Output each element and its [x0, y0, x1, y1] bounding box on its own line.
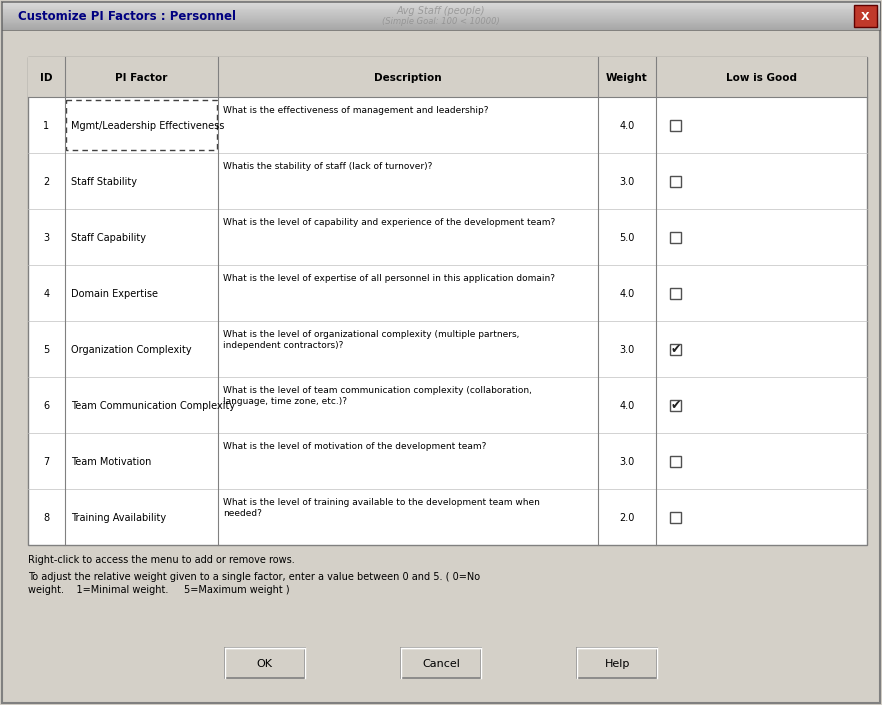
Text: Mgmt/Leadership Effectiveness: Mgmt/Leadership Effectiveness	[71, 121, 224, 131]
Bar	[2, 19, 880, 20]
Text: X: X	[861, 12, 870, 22]
Bar	[2, 20, 880, 22]
Bar	[2, 11, 880, 12]
Bar	[2, 4, 880, 5]
Text: 4.0: 4.0	[619, 401, 635, 411]
Bar	[2, 2, 880, 3]
Text: ✔: ✔	[670, 400, 681, 412]
Bar	[670, 512, 681, 522]
Text: Low is Good: Low is Good	[726, 73, 797, 83]
Bar	[2, 13, 880, 14]
Bar	[401, 648, 481, 678]
Text: Description: Description	[374, 73, 442, 83]
Bar	[2, 18, 880, 19]
Text: 5: 5	[43, 345, 49, 355]
Text: 5.0: 5.0	[619, 233, 635, 243]
Text: (Simple Goal: 100 < 10000): (Simple Goal: 100 < 10000)	[382, 18, 500, 27]
Text: OK: OK	[257, 659, 273, 669]
Text: Right-click to access the menu to add or remove rows.: Right-click to access the menu to add or…	[28, 555, 295, 565]
Bar	[670, 400, 681, 410]
Bar	[28, 57, 867, 545]
Bar	[2, 27, 880, 28]
Text: What is the level of training available to the development team when: What is the level of training available …	[223, 498, 540, 507]
Text: 1: 1	[43, 121, 49, 131]
Bar	[2, 9, 880, 11]
Bar	[2, 8, 880, 9]
Text: 4: 4	[43, 289, 49, 299]
Bar	[2, 17, 880, 18]
Text: 8: 8	[43, 513, 49, 523]
Text: independent contractors)?: independent contractors)?	[223, 341, 343, 350]
Text: Organization Complexity: Organization Complexity	[71, 345, 191, 355]
Bar	[2, 15, 880, 16]
Text: What is the level of expertise of all personnel in this application domain?: What is the level of expertise of all pe…	[223, 274, 555, 283]
Text: 4.0: 4.0	[619, 289, 635, 299]
Bar	[2, 14, 880, 15]
Bar	[2, 26, 880, 27]
Bar	[2, 3, 880, 4]
Text: Whatis the stability of staff (lack of turnover)?: Whatis the stability of staff (lack of t…	[223, 162, 432, 171]
Bar	[2, 12, 880, 13]
Text: What is the level of organizational complexity (multiple partners,: What is the level of organizational comp…	[223, 330, 519, 339]
Bar	[670, 343, 681, 355]
Text: Help: Help	[605, 659, 630, 669]
Text: 3.0: 3.0	[619, 345, 635, 355]
Text: Weight: Weight	[606, 73, 648, 83]
Bar	[670, 455, 681, 467]
Text: What is the effectiveness of management and leadership?: What is the effectiveness of management …	[223, 106, 489, 115]
Text: weight.    1=Minimal weight.     5=Maximum weight ): weight. 1=Minimal weight. 5=Maximum weig…	[28, 585, 289, 595]
Bar	[225, 648, 304, 678]
Text: PI Factor: PI Factor	[116, 73, 168, 83]
Bar	[2, 28, 880, 29]
Bar	[854, 5, 877, 27]
Text: What is the level of team communication complexity (collaboration,: What is the level of team communication …	[223, 386, 532, 395]
Text: 6: 6	[43, 401, 49, 411]
Bar	[578, 648, 657, 678]
Bar	[670, 120, 681, 130]
Text: 3.0: 3.0	[619, 177, 635, 187]
Text: language, time zone, etc.)?: language, time zone, etc.)?	[223, 397, 347, 406]
Bar	[670, 231, 681, 243]
Text: 2: 2	[43, 177, 49, 187]
Text: What is the level of capability and experience of the development team?: What is the level of capability and expe…	[223, 218, 556, 227]
Text: Team Communication Complexity: Team Communication Complexity	[71, 401, 235, 411]
Text: 3.0: 3.0	[619, 457, 635, 467]
Bar	[2, 29, 880, 30]
Bar	[2, 23, 880, 25]
Text: Staff Stability: Staff Stability	[71, 177, 137, 187]
Text: Domain Expertise: Domain Expertise	[71, 289, 158, 299]
Text: Cancel: Cancel	[422, 659, 460, 669]
Bar	[2, 25, 880, 26]
Text: To adjust the relative weight given to a single factor, enter a value between 0 : To adjust the relative weight given to a…	[28, 572, 480, 582]
Text: Training Availability: Training Availability	[71, 513, 166, 523]
Text: 2.0: 2.0	[619, 513, 635, 523]
Bar	[2, 16, 880, 17]
Text: 7: 7	[43, 457, 49, 467]
Text: 4.0: 4.0	[619, 121, 635, 131]
Bar	[28, 57, 867, 97]
Bar	[670, 176, 681, 187]
Text: needed?: needed?	[223, 509, 262, 518]
Text: Avg Staff (people): Avg Staff (people)	[397, 6, 485, 16]
Text: What is the level of motivation of the development team?: What is the level of motivation of the d…	[223, 442, 486, 451]
Bar	[66, 100, 217, 150]
Bar	[2, 5, 880, 6]
Bar	[2, 6, 880, 8]
Text: Staff Capability: Staff Capability	[71, 233, 146, 243]
Text: ✔: ✔	[670, 343, 681, 357]
Bar	[2, 22, 880, 23]
Text: Customize PI Factors : Personnel: Customize PI Factors : Personnel	[18, 11, 236, 23]
Bar	[670, 288, 681, 298]
Text: Team Motivation: Team Motivation	[71, 457, 152, 467]
Text: 3: 3	[43, 233, 49, 243]
Text: ID: ID	[41, 73, 53, 83]
